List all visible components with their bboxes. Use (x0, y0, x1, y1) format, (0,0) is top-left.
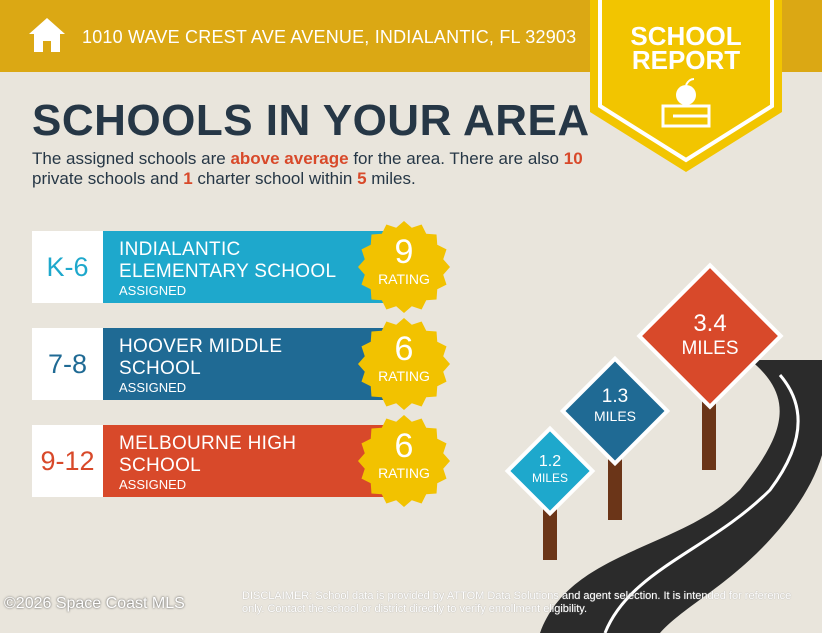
grade-range: 9-12 (32, 425, 103, 497)
school-name-line-2: SCHOOL (119, 358, 202, 379)
badge-line-1: SCHOOL (630, 21, 742, 51)
apple-books-icon (661, 78, 711, 128)
school-row: 7-8 HOOVER MIDDLE SCHOOL ASSIGNED 6 RATIN… (32, 318, 452, 410)
rating-seal-icon (358, 415, 450, 507)
rating-label: RATING (378, 368, 430, 384)
rating-seal-icon (358, 318, 450, 410)
school-row: 9-12 MELBOURNE HIGH SCHOOL ASSIGNED 6 RAT… (32, 415, 452, 507)
sign-1-3-label: 1.3 MILES (593, 386, 636, 424)
copyright: ©2026 Space Coast MLS (4, 595, 185, 612)
school-row: K-6 INDIALANTIC ELEMENTARY SCHOOL ASSIGN… (32, 221, 452, 313)
sign-1-2-miles (504, 425, 596, 517)
school-name-line-1: MELBOURNE HIGH (119, 433, 297, 454)
grade-range: K-6 (32, 231, 103, 303)
assigned-status: ASSIGNED (119, 380, 187, 395)
rating-value: 9 (394, 233, 414, 271)
road (540, 360, 822, 633)
home-icon (29, 18, 65, 52)
rating-value: 6 (394, 330, 414, 368)
rating-label: RATING (378, 271, 430, 287)
rating-label: RATING (378, 465, 430, 481)
property-address: 1010 WAVE CREST AVE AVENUE, INDIALANTIC,… (82, 27, 577, 47)
sign-3-4-label: 3.4 MILES (681, 310, 739, 359)
intro-text: The assigned schools are above average f… (32, 149, 583, 188)
rating-value: 6 (394, 427, 414, 465)
rating: 9 RATING (358, 233, 450, 287)
school-band: MELBOURNE HIGH SCHOOL ASSIGNED (103, 425, 393, 497)
school-name-line-2: ELEMENTARY SCHOOL (119, 261, 337, 282)
disclaimer: DISCLAIMER: School data is provided by A… (242, 590, 792, 615)
assigned-status: ASSIGNED (119, 477, 187, 492)
badge-line-2: REPORT (631, 45, 741, 75)
school-band: HOOVER MIDDLE SCHOOL ASSIGNED (103, 328, 393, 400)
rating: 6 RATING (358, 330, 450, 384)
school-name-line-1: INDIALANTIC (119, 239, 241, 260)
school-name-line-1: HOOVER MIDDLE (119, 336, 283, 357)
page-title: SCHOOLS IN YOUR AREA (32, 96, 590, 145)
sign-1-3-miles (559, 355, 671, 467)
assigned-status: ASSIGNED (119, 283, 187, 298)
rating: 6 RATING (358, 427, 450, 481)
school-band: INDIALANTIC ELEMENTARY SCHOOL ASSIGNED (103, 231, 393, 303)
sign-3-4-miles (636, 262, 784, 410)
rating-seal-icon (358, 221, 450, 313)
road-scene (504, 262, 822, 633)
sign-1-2-label: 1.2 MILES (531, 453, 568, 485)
school-name-line-2: SCHOOL (119, 455, 202, 476)
grade-range: 7-8 (32, 328, 103, 400)
school-report-badge (590, 0, 782, 172)
badge-title: SCHOOL REPORT (590, 21, 782, 75)
